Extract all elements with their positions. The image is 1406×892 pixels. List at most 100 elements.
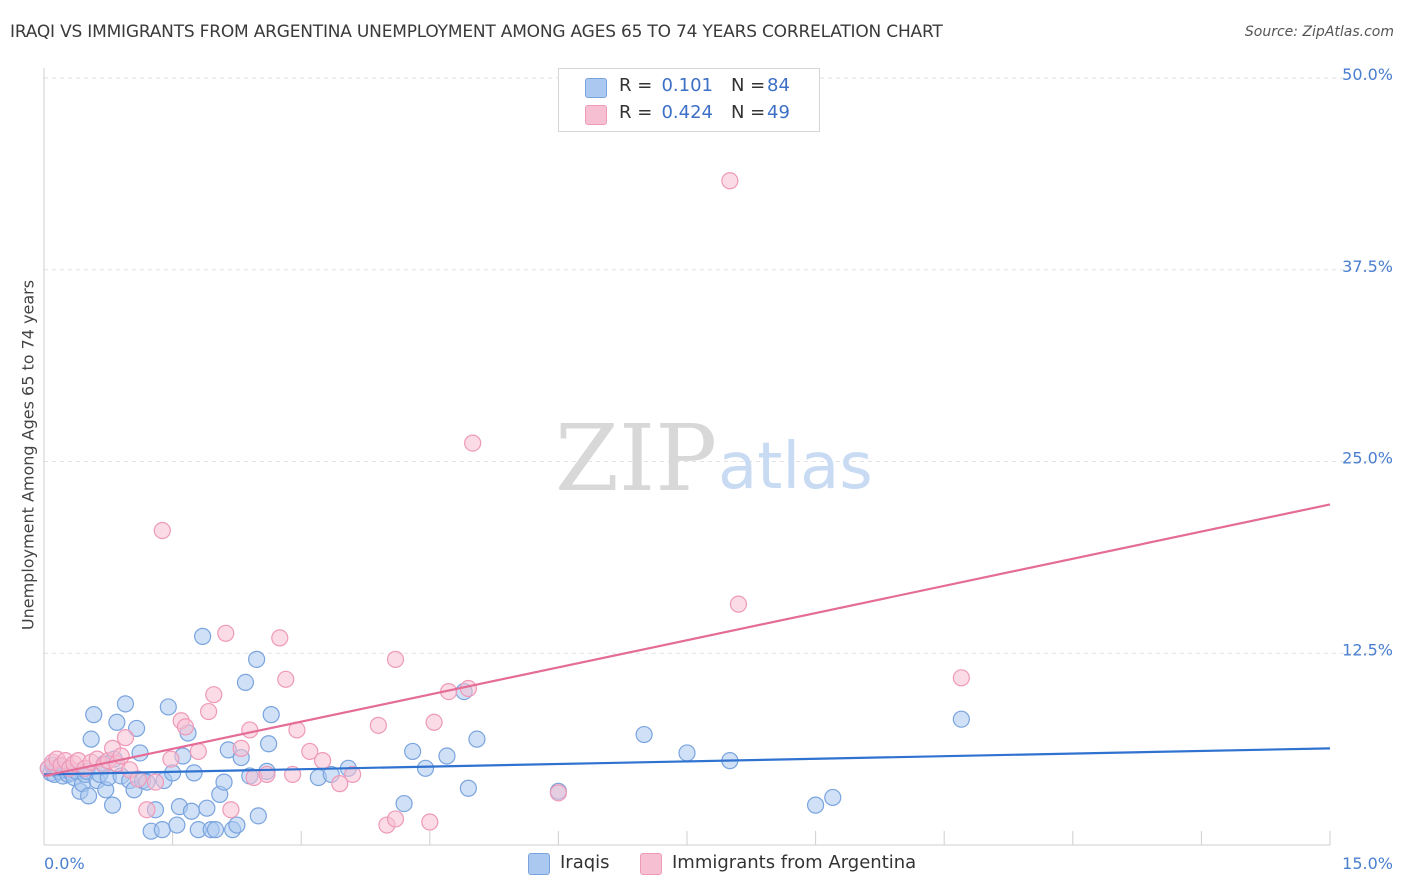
argentina-point <box>146 773 165 791</box>
iraqis-point <box>248 650 266 668</box>
argentina-point <box>952 669 970 687</box>
y-tick-label: 50.0% <box>1342 65 1393 84</box>
bottom-legend-label-iraqis: Iraqis <box>560 852 610 873</box>
argentina-point <box>205 686 223 704</box>
argentina-point <box>232 739 250 757</box>
y-tick-labels: 12.5% 25.0% 37.5% 50.0% <box>1342 65 1393 659</box>
argentina-point <box>153 521 171 540</box>
iraqis-point <box>404 742 422 761</box>
watermark-atlas: atlas <box>718 430 873 504</box>
y-tick-label: 12.5% <box>1342 640 1393 659</box>
y-tick-label: 37.5% <box>1342 257 1393 276</box>
iraqis-point <box>127 719 146 738</box>
iraqis-point <box>153 821 171 839</box>
iraqis-point <box>215 773 233 791</box>
iraqis-point <box>249 807 267 825</box>
x-tick-labels: 0.0% 15.0% <box>44 854 1393 873</box>
iraqis-point <box>468 730 486 748</box>
iraqis-point <box>185 764 203 782</box>
iraqis-point <box>108 713 126 731</box>
legend-swatch-iraqis <box>585 78 607 98</box>
iraqis-point <box>236 673 255 691</box>
argentina-point <box>116 729 135 747</box>
axes <box>43 68 1331 846</box>
iraqis-point <box>168 816 186 834</box>
argentina-point <box>464 434 482 452</box>
iraqis-point <box>182 802 201 820</box>
legend-n-label: N = <box>731 102 766 123</box>
argentina-point <box>176 718 195 736</box>
argentina-point <box>162 750 180 768</box>
argentina-point <box>222 801 240 819</box>
iraqis-point <box>824 788 842 807</box>
argentina-point <box>549 784 568 802</box>
argentina-point <box>200 702 218 721</box>
iraqis-point <box>438 747 456 765</box>
chart-title: IRAQI VS IMMIGRANTS FROM ARGENTINA UNEMP… <box>10 22 943 42</box>
trend-line-iraqis <box>43 747 1331 776</box>
source-label: Source: ZipAtlas.com <box>1244 24 1394 40</box>
argentina-point <box>344 765 362 784</box>
argentina-point <box>138 801 156 819</box>
iraqis-point <box>159 698 177 716</box>
iraqis-point <box>194 627 212 645</box>
legend-r-label: R = <box>619 102 653 123</box>
argentina-point <box>421 813 439 831</box>
iraqis-point <box>262 706 280 724</box>
iraqis-point <box>459 779 477 797</box>
argentina-point <box>721 172 739 190</box>
legend-r-value-argentina: 0.424 <box>661 102 713 123</box>
watermark-zip: ZIP <box>555 405 717 512</box>
bottom-legend-swatch-iraqis <box>528 853 550 875</box>
iraqis-point <box>228 816 246 834</box>
argentina-point <box>729 595 748 613</box>
iraqis-point <box>198 799 216 817</box>
bottom-legend-swatch-argentina <box>640 853 662 875</box>
argentina-point <box>386 650 405 668</box>
argentina-point <box>277 670 295 688</box>
legend-r-value-iraqis: 0.101 <box>661 75 713 96</box>
correlation-legend: R = 0.101 N = 84 R = 0.424 N = 49 <box>558 68 820 132</box>
legend-swatch-argentina <box>585 105 607 125</box>
iraqis-point <box>82 730 100 748</box>
argentina-point <box>217 624 235 642</box>
argentina-point <box>425 713 443 731</box>
x-tick-label-max: 15.0% <box>1342 854 1393 873</box>
trend-line-argentina <box>43 503 1331 778</box>
argentina-point <box>314 752 332 770</box>
iraqis-point <box>416 759 435 777</box>
iraqis-point <box>260 735 278 753</box>
legend-n-value-iraqis: 84 <box>767 75 790 96</box>
trend-lines <box>43 503 1331 778</box>
argentina-point <box>189 742 207 761</box>
argentina-point <box>129 770 147 788</box>
iraqis-point <box>85 706 103 724</box>
argentina-point <box>271 629 289 647</box>
iraqis-point <box>395 794 413 813</box>
iraqis-point <box>116 695 135 713</box>
series-argentina-points <box>39 172 970 834</box>
gridlines <box>44 77 1393 654</box>
series-iraqis-points <box>39 627 970 840</box>
bottom-legend-label-argentina: Immigrants from Argentina <box>672 852 917 873</box>
argentina-point <box>241 721 259 739</box>
iraqis-point <box>131 744 149 762</box>
watermark: ZIP atlas <box>555 405 873 512</box>
argentina-point <box>301 742 319 761</box>
argentina-point <box>331 775 349 793</box>
iraqis-point <box>103 796 122 814</box>
x-tick-label-min: 0.0% <box>44 854 85 873</box>
argentina-point <box>386 810 405 828</box>
legend-n-label: N = <box>731 75 766 96</box>
iraqis-point <box>206 821 225 839</box>
legend-n-value-argentina: 49 <box>767 102 790 123</box>
argentina-point <box>369 716 387 734</box>
legend-r-label: R = <box>619 75 653 96</box>
y-tick-label: 25.0% <box>1342 449 1393 468</box>
iraqis-point <box>952 710 970 728</box>
iraqis-point <box>635 725 653 744</box>
iraqis-point <box>678 744 696 762</box>
iraqis-point <box>806 796 825 814</box>
iraqis-point <box>79 787 98 805</box>
